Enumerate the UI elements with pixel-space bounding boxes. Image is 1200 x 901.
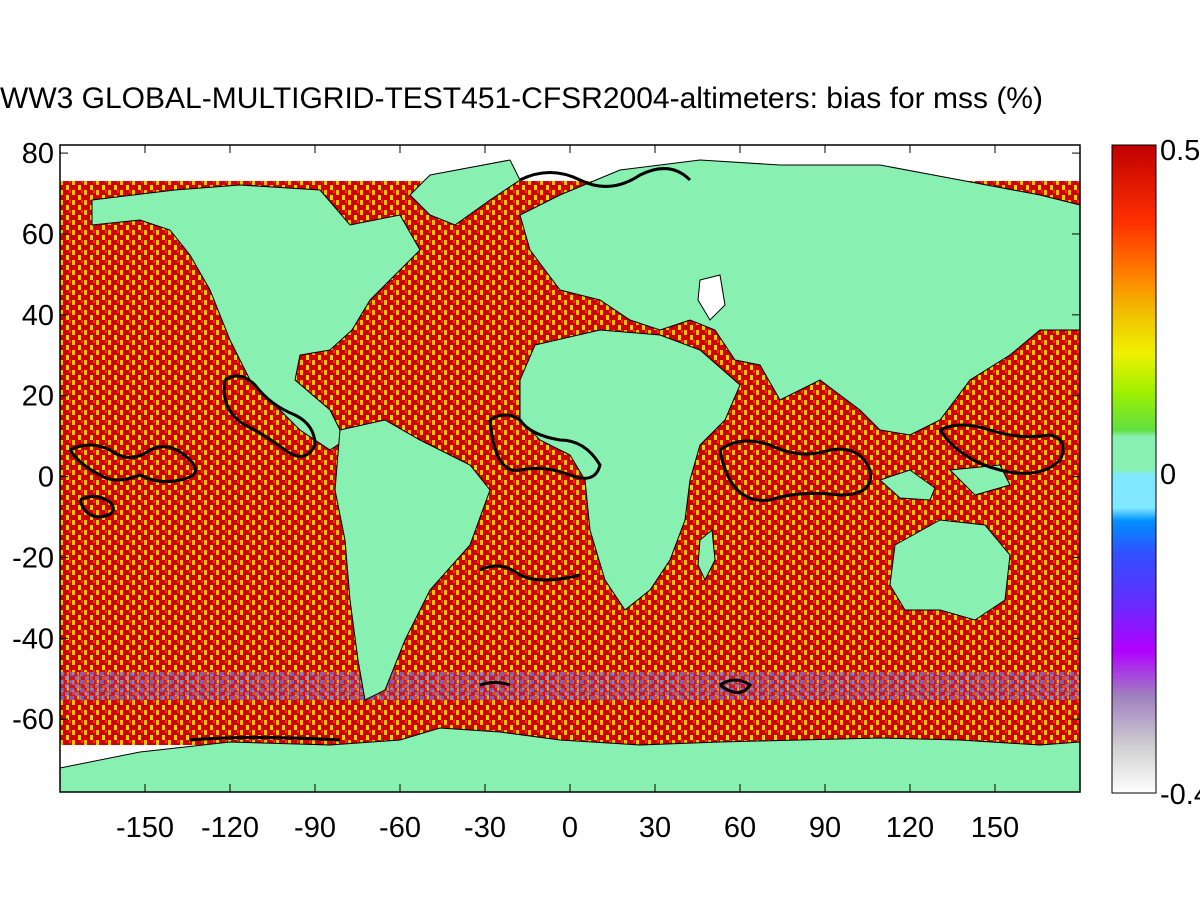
y-tick-label: 40 bbox=[22, 300, 54, 332]
bias-contours bbox=[68, 167, 1065, 742]
y-tick-label: -40 bbox=[12, 623, 54, 655]
colorbar-top-label: 0.5 bbox=[1160, 135, 1200, 167]
y-tick-label: -60 bbox=[12, 704, 54, 736]
y-tick-label: 80 bbox=[22, 138, 54, 170]
x-tick-label: -120 bbox=[201, 812, 259, 844]
colorbar bbox=[1111, 144, 1157, 794]
southern-ocean-band bbox=[60, 672, 1080, 700]
map-title: WW3 GLOBAL-MULTIGRID-TEST451-CFSR2004-al… bbox=[0, 82, 1043, 115]
y-tick-label: 60 bbox=[22, 219, 54, 251]
x-tick-label: 30 bbox=[639, 812, 671, 844]
x-tick-label: -150 bbox=[116, 812, 174, 844]
x-tick-label: 120 bbox=[886, 812, 934, 844]
land-masses bbox=[60, 159, 1080, 792]
y-tick-label: 20 bbox=[22, 381, 54, 413]
x-tick-label: -60 bbox=[379, 812, 421, 844]
x-tick-label: -90 bbox=[294, 812, 336, 844]
x-tick-label: 60 bbox=[724, 812, 756, 844]
colorbar-bottom-label: -0.4 bbox=[1160, 779, 1200, 811]
x-tick-label: 90 bbox=[809, 812, 841, 844]
x-tick-label: 0 bbox=[562, 812, 578, 844]
map-area bbox=[60, 145, 1080, 792]
y-axis: 80 60 40 20 0 -20 -40 -60 bbox=[12, 138, 1080, 736]
colorbar-mid-label: 0 bbox=[1160, 459, 1176, 491]
x-tick-label: -30 bbox=[464, 812, 506, 844]
y-tick-label: -20 bbox=[12, 542, 54, 574]
x-axis: -150 -120 -90 -60 -30 0 30 60 90 120 150 bbox=[116, 145, 1019, 844]
x-tick-label: 150 bbox=[971, 812, 1019, 844]
y-tick-label: 0 bbox=[38, 462, 54, 494]
